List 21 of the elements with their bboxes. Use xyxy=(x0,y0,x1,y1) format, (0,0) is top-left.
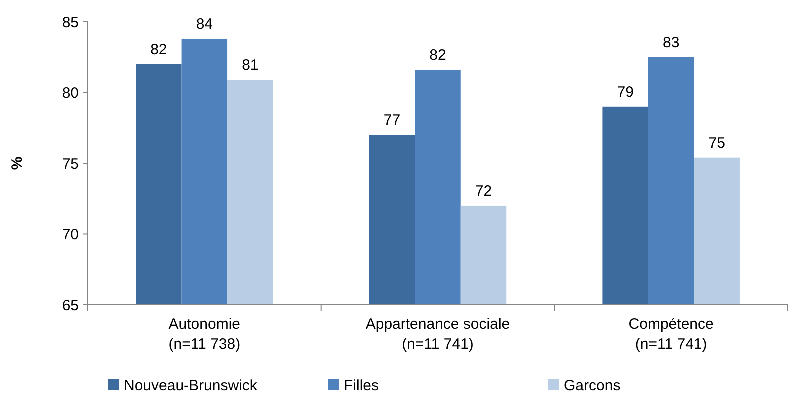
data-label: 82 xyxy=(150,41,168,58)
data-label: 81 xyxy=(242,57,259,74)
x-tick-label: Appartenance sociale (n=11 741) xyxy=(366,316,510,353)
y-tick-label: 80 xyxy=(62,85,79,102)
legend-label: Nouveau-Brunswick xyxy=(124,377,258,394)
data-label: 79 xyxy=(617,84,634,101)
legend-label: Garcons xyxy=(564,377,621,394)
legend-label: Filles xyxy=(344,377,380,394)
data-label: 82 xyxy=(430,47,446,64)
data-label: 84 xyxy=(196,16,214,33)
y-tick-label: 70 xyxy=(62,226,79,244)
data-label: 83 xyxy=(662,34,680,52)
x-tick-label: Autonomie (n=11 738) xyxy=(168,316,241,353)
y-axis-title: % xyxy=(9,156,26,170)
data-label: 75 xyxy=(708,134,726,152)
y-tick-label: 75 xyxy=(62,156,79,173)
data-label: 72 xyxy=(475,182,492,200)
x-tick-label: Compétence (n=11 741) xyxy=(628,316,714,353)
data-label: 77 xyxy=(384,112,401,130)
y-tick-label: 65 xyxy=(62,297,79,314)
y-tick-label: 85 xyxy=(62,14,79,32)
